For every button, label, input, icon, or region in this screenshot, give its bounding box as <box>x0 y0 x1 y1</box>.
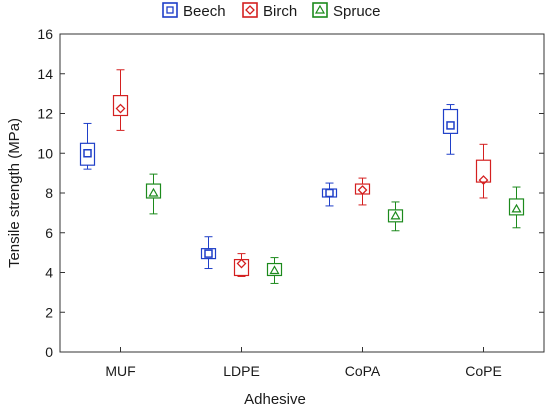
median-marker <box>204 249 213 258</box>
box-spruce-copa <box>387 201 404 232</box>
x-tick-label: MUF <box>105 363 135 379</box>
median-marker <box>390 210 401 220</box>
x-tick-label: LDPE <box>223 363 260 379</box>
y-tick-label: 10 <box>37 145 53 161</box>
box-iqr <box>475 159 492 183</box>
y-axis: 0 2 4 6 8 10 12 14 16 <box>37 26 544 360</box>
box-birch-cope <box>475 143 492 199</box>
legend-label-birch: Birch <box>263 3 297 20</box>
median-marker <box>148 187 159 197</box>
median-marker <box>115 103 126 114</box>
box-spruce-cope <box>508 186 525 229</box>
box-iqr <box>79 142 96 166</box>
box-iqr <box>200 248 217 260</box>
box-birch-muf <box>112 69 129 131</box>
x-tick-label: CoPA <box>345 363 381 379</box>
median-marker <box>325 188 334 198</box>
box-beech-copa <box>321 182 338 207</box>
y-tick-label: 2 <box>45 304 53 320</box>
median-marker <box>478 175 489 186</box>
median-marker <box>357 185 368 195</box>
legend-label-beech: Beech <box>183 3 226 20</box>
box-iqr <box>387 209 404 223</box>
y-tick-label: 6 <box>45 225 53 241</box>
legend-item-spruce: Spruce <box>312 2 381 20</box>
legend-marker-spruce <box>314 4 326 14</box>
y-tick-label: 0 <box>45 344 53 360</box>
y-tick-label: 8 <box>45 185 53 201</box>
median-marker <box>446 121 455 130</box>
legend-marker-beech <box>166 6 174 14</box>
x-axis-title: Adhesive <box>244 391 306 408</box>
legend-label-spruce: Spruce <box>333 3 381 20</box>
box-birch-ldpe <box>233 253 250 277</box>
box-birch-copa <box>354 177 371 206</box>
box-iqr <box>145 183 162 199</box>
median-marker <box>83 149 92 158</box>
box-iqr <box>442 108 459 134</box>
y-tick-label: 14 <box>37 66 53 82</box>
legend-swatch-birch <box>242 2 258 18</box>
median-marker <box>511 203 522 213</box>
legend-item-beech: Beech <box>162 2 226 20</box>
legend-marker-birch <box>245 5 255 15</box>
x-axis: MUF LDPE CoPA CoPE <box>105 347 502 379</box>
legend: Beech Birch Spruce <box>162 2 381 20</box>
box-beech-cope <box>442 104 459 155</box>
box-iqr <box>508 198 525 216</box>
y-axis-title: Tensile strength (MPa) <box>6 118 23 268</box>
boxes <box>79 69 525 284</box>
median-marker <box>269 265 280 275</box>
box-spruce-ldpe <box>266 257 283 284</box>
y-tick-label: 12 <box>37 106 53 122</box>
y-tick-label: 16 <box>37 26 53 42</box>
legend-swatch-spruce <box>312 2 328 18</box>
box-beech-muf <box>79 122 96 170</box>
x-tick-label: CoPE <box>465 363 502 379</box>
legend-item-birch: Birch <box>242 2 297 20</box>
box-beech-ldpe <box>200 236 217 270</box>
y-tick-label: 4 <box>45 265 53 281</box>
box-iqr <box>112 95 129 117</box>
box-iqr <box>266 262 283 277</box>
plot-frame <box>59 33 545 353</box>
median-marker <box>236 258 247 269</box>
legend-swatch-beech <box>162 2 178 18</box>
box-spruce-muf <box>145 173 162 215</box>
